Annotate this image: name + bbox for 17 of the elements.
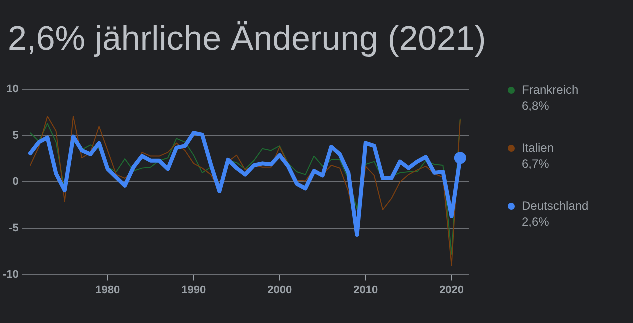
chart-title: 2,6% jährliche Änderung (2021) [8,20,486,59]
x-tick-label: 2010 [354,284,378,296]
legend-label: Italien [522,140,556,156]
y-tick-label: -5 [9,222,19,235]
text: 2,6% [522,214,550,230]
x-tick-label: 2000 [268,284,292,296]
x-tick-label: 2020 [440,284,464,296]
x-tick-label: 1980 [96,284,120,296]
text: 6,8% [522,98,550,114]
x-tick-label: 1990 [182,284,206,296]
legend-label: Deutschland [522,198,589,214]
text: 6,7% [522,156,550,172]
legend-label: Frankreich [522,82,580,98]
y-tick-label: 5 [12,130,19,142]
y-tick-label: -10 [2,268,19,281]
y-tick-label: 0 [12,176,19,188]
y-tick-label: 10 [6,84,19,96]
